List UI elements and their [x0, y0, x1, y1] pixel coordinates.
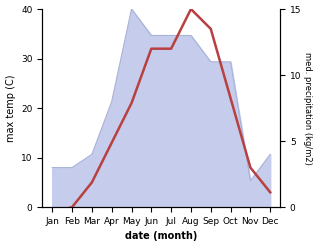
Y-axis label: max temp (C): max temp (C) — [5, 74, 16, 142]
Y-axis label: med. precipitation (kg/m2): med. precipitation (kg/m2) — [303, 52, 313, 165]
X-axis label: date (month): date (month) — [125, 231, 197, 242]
